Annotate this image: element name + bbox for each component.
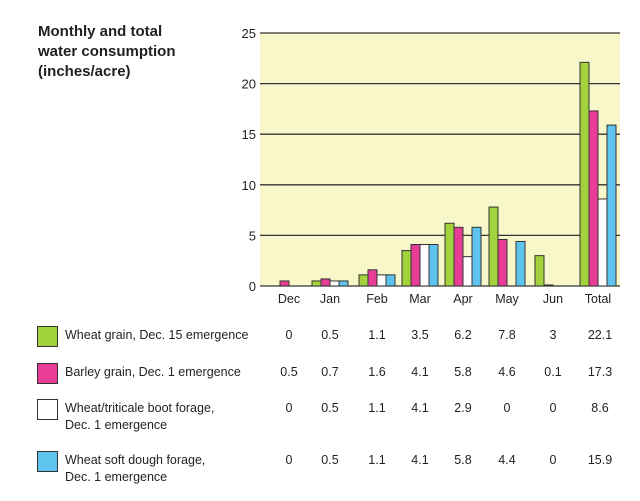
data-label: 8.6: [591, 401, 609, 415]
bar: [462, 256, 473, 287]
bar: [410, 244, 421, 287]
data-label: 15.9: [587, 453, 613, 467]
data-label: 5.8: [454, 365, 472, 379]
legend-label: Wheat grain, Dec. 15 emergence: [65, 327, 285, 344]
bar: [329, 280, 340, 287]
data-label: 0.5: [321, 401, 339, 415]
bar: [428, 244, 439, 287]
legend-swatch: [37, 363, 58, 384]
bar: [367, 269, 378, 287]
bar: [385, 274, 396, 287]
data-label: 6.2: [454, 328, 472, 342]
bar: [320, 278, 331, 287]
bar: [606, 124, 617, 287]
title-line: Monthly and total: [38, 23, 163, 40]
title-line: (inches/acre): [38, 63, 131, 80]
data-label: 17.3: [587, 365, 613, 379]
legend-label: Wheat soft dough forage, Dec. 1 emergence: [65, 452, 285, 486]
bar: [338, 280, 349, 287]
x-tick-label: Mar: [409, 292, 431, 306]
bar: [311, 280, 322, 287]
data-label: 3.5: [411, 328, 429, 342]
legend-label: Barley grain, Dec. 1 emergence: [65, 364, 285, 381]
data-label: 22.1: [587, 328, 613, 342]
legend-label-line: Wheat/triticale boot forage,: [65, 401, 215, 415]
data-label: 3: [549, 328, 557, 342]
legend-label-line: Wheat soft dough forage,: [65, 453, 206, 467]
data-label: 0.5: [280, 365, 298, 379]
legend-label-line: Dec. 1 emergence: [65, 418, 168, 432]
data-label: 0.1: [544, 365, 562, 379]
bar: [497, 238, 508, 287]
bar-chart: 0 5 10 15 20 25 Dec Jan Feb Mar Apr May Jun Total: [242, 26, 620, 306]
data-label: 5.8: [454, 453, 472, 467]
x-tick-label: Total: [585, 292, 611, 306]
legend-label-line: Dec. 1 emergence: [65, 470, 168, 484]
data-label: 4.4: [498, 453, 516, 467]
data-label: 1.1: [368, 328, 386, 342]
bar: [358, 274, 369, 287]
y-tick-label: 25: [242, 26, 256, 41]
bar: [376, 274, 387, 287]
bar: [453, 226, 464, 287]
data-label: 4.1: [411, 401, 429, 415]
data-label: 0: [285, 401, 293, 415]
data-label: 1.6: [368, 365, 386, 379]
bar: [588, 110, 599, 287]
y-tick-label: 0: [249, 279, 256, 294]
legend-swatch: [37, 326, 58, 347]
bar: [444, 222, 455, 287]
bar: [515, 240, 526, 287]
y-tick-label: 20: [242, 77, 256, 92]
bar: [419, 244, 430, 287]
legend-swatch: [37, 399, 58, 420]
y-tick-label: 15: [242, 127, 256, 142]
data-label: 4.6: [498, 365, 516, 379]
title-line: water consumption: [38, 43, 176, 60]
data-label: 0: [285, 453, 293, 467]
data-label: 0.7: [321, 365, 339, 379]
legend-label: Wheat/triticale boot forage, Dec. 1 emerg…: [65, 400, 285, 434]
data-label: 0: [549, 401, 557, 415]
legend-swatch: [37, 451, 58, 472]
bar: [579, 61, 590, 287]
data-label: 1.1: [368, 401, 386, 415]
legend-label-line: Barley grain, Dec. 1 emergence: [65, 365, 241, 379]
data-label: 2.9: [454, 401, 472, 415]
x-tick-label: May: [495, 292, 519, 306]
x-tick-label: Jun: [543, 292, 563, 306]
x-tick-label: Apr: [453, 292, 472, 306]
data-label: 0.5: [321, 328, 339, 342]
data-label: 7.8: [498, 328, 516, 342]
data-label: 0.5: [321, 453, 339, 467]
bar: [534, 255, 545, 287]
bar: [279, 280, 290, 287]
bar: [597, 198, 608, 287]
bar: [543, 284, 554, 287]
x-tick-label: Jan: [320, 292, 340, 306]
legend-label-line: Wheat grain, Dec. 15 emergence: [65, 328, 249, 342]
data-label: 0: [549, 453, 557, 467]
bar: [488, 206, 499, 287]
x-tick-label: Dec: [278, 292, 300, 306]
plot-background: [260, 33, 620, 286]
y-tick-label: 5: [249, 228, 256, 243]
bar: [401, 250, 412, 287]
data-label: 0: [503, 401, 511, 415]
data-label: 1.1: [368, 453, 386, 467]
data-label: 4.1: [411, 453, 429, 467]
chart-title: Monthly and total water consumption (inc…: [38, 22, 238, 82]
data-label: 4.1: [411, 365, 429, 379]
x-tick-label: Feb: [366, 292, 388, 306]
y-tick-label: 10: [242, 178, 256, 193]
data-label: 0: [285, 328, 293, 342]
bar: [471, 226, 482, 287]
